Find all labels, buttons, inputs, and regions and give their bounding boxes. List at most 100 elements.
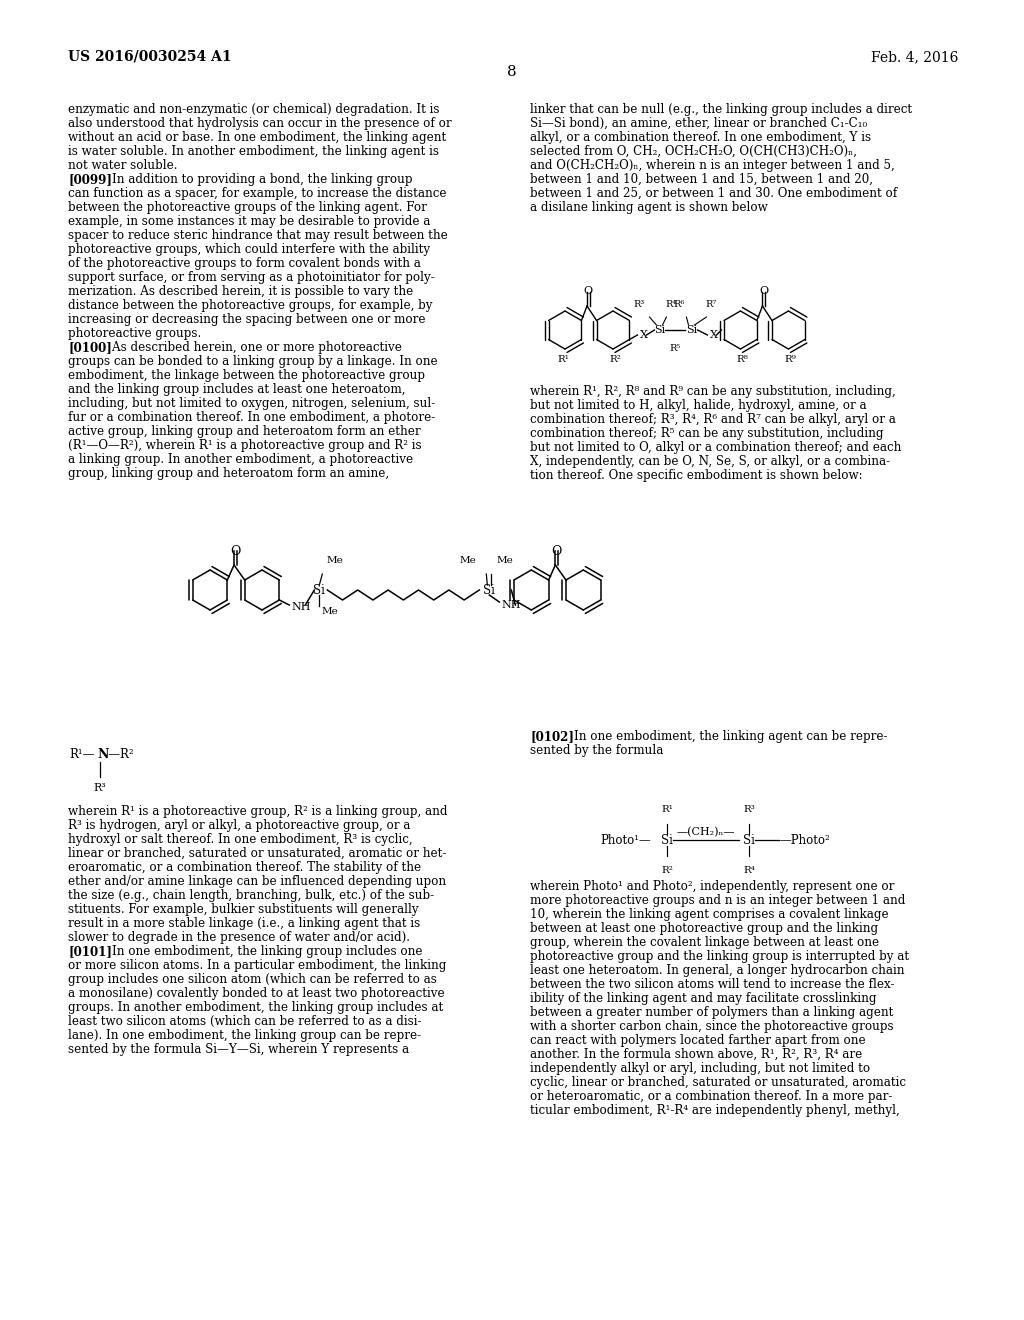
Text: linear or branched, saturated or unsaturated, aromatic or het-: linear or branched, saturated or unsatur… xyxy=(68,847,446,861)
Text: including, but not limited to oxygen, nitrogen, selenium, sul-: including, but not limited to oxygen, ni… xyxy=(68,397,435,411)
Text: ibility of the linking agent and may facilitate crosslinking: ibility of the linking agent and may fac… xyxy=(530,993,877,1005)
Text: active group, linking group and heteroatom form an ether: active group, linking group and heteroat… xyxy=(68,425,421,438)
Text: R⁴: R⁴ xyxy=(743,866,755,875)
Text: least one heteroatom. In general, a longer hydrocarbon chain: least one heteroatom. In general, a long… xyxy=(530,964,904,977)
Text: tion thereof. One specific embodiment is shown below:: tion thereof. One specific embodiment is… xyxy=(530,469,862,482)
Text: R¹—: R¹— xyxy=(70,748,95,762)
Text: O: O xyxy=(759,286,768,296)
Text: —R²: —R² xyxy=(97,748,133,762)
Text: R³: R³ xyxy=(634,300,645,309)
Text: and the linking group includes at least one heteroatom,: and the linking group includes at least … xyxy=(68,383,406,396)
Text: Si: Si xyxy=(654,325,665,335)
Text: R¹: R¹ xyxy=(557,355,569,364)
Text: example, in some instances it may be desirable to provide a: example, in some instances it may be des… xyxy=(68,215,430,228)
Text: O: O xyxy=(551,545,561,558)
Text: R³: R³ xyxy=(743,805,755,814)
Text: R⁷: R⁷ xyxy=(706,300,717,309)
Text: a linking group. In another embodiment, a photoreactive: a linking group. In another embodiment, … xyxy=(68,453,413,466)
Text: groups can be bonded to a linking group by a linkage. In one: groups can be bonded to a linking group … xyxy=(68,355,437,368)
Text: In one embodiment, the linking group includes one: In one embodiment, the linking group inc… xyxy=(97,945,423,958)
Text: R⁸: R⁸ xyxy=(736,355,749,364)
Text: can react with polymers located farther apart from one: can react with polymers located farther … xyxy=(530,1034,865,1047)
Text: is water soluble. In another embodiment, the linking agent is: is water soluble. In another embodiment,… xyxy=(68,145,439,158)
Text: enzymatic and non-enzymatic (or chemical) degradation. It is: enzymatic and non-enzymatic (or chemical… xyxy=(68,103,439,116)
Text: photoreactive groups.: photoreactive groups. xyxy=(68,327,202,341)
Text: N: N xyxy=(97,748,109,762)
Text: X, independently, can be O, N, Se, S, or alkyl, or a combina-: X, independently, can be O, N, Se, S, or… xyxy=(530,455,890,469)
Text: group, wherein the covalent linkage between at least one: group, wherein the covalent linkage betw… xyxy=(530,936,880,949)
Text: support surface, or from serving as a photoinitiator for poly-: support surface, or from serving as a ph… xyxy=(68,271,435,284)
Text: (R¹—O—R²), wherein R¹ is a photoreactive group and R² is: (R¹—O—R²), wherein R¹ is a photoreactive… xyxy=(68,440,422,451)
Text: slower to degrade in the presence of water and/or acid).: slower to degrade in the presence of wat… xyxy=(68,931,410,944)
Text: linker that can be null (e.g., the linking group includes a direct: linker that can be null (e.g., the linki… xyxy=(530,103,912,116)
Text: Si: Si xyxy=(313,583,326,597)
Text: lane). In one embodiment, the linking group can be repre-: lane). In one embodiment, the linking gr… xyxy=(68,1030,421,1041)
Text: R³: R³ xyxy=(93,783,106,793)
Text: but not limited to H, alkyl, halide, hydroxyl, amine, or a: but not limited to H, alkyl, halide, hyd… xyxy=(530,399,866,412)
Text: hydroxyl or salt thereof. In one embodiment, R³ is cyclic,: hydroxyl or salt thereof. In one embodim… xyxy=(68,833,413,846)
Text: least two silicon atoms (which can be referred to as a disi-: least two silicon atoms (which can be re… xyxy=(68,1015,422,1028)
Text: US 2016/0030254 A1: US 2016/0030254 A1 xyxy=(68,50,231,63)
Text: R⁴: R⁴ xyxy=(666,300,677,309)
Text: spacer to reduce steric hindrance that may result between the: spacer to reduce steric hindrance that m… xyxy=(68,228,447,242)
Text: can function as a spacer, for example, to increase the distance: can function as a spacer, for example, t… xyxy=(68,187,446,201)
Text: a disilane linking agent is shown below: a disilane linking agent is shown below xyxy=(530,201,768,214)
Text: —Photo²: —Photo² xyxy=(779,833,829,846)
Text: In one embodiment, the linking agent can be repre-: In one embodiment, the linking agent can… xyxy=(559,730,888,743)
Text: [0102]: [0102] xyxy=(530,730,574,743)
Text: between the photoreactive groups of the linking agent. For: between the photoreactive groups of the … xyxy=(68,201,427,214)
Text: groups. In another embodiment, the linking group includes at: groups. In another embodiment, the linki… xyxy=(68,1001,443,1014)
Text: R⁶: R⁶ xyxy=(674,300,685,309)
Text: sented by the formula: sented by the formula xyxy=(530,744,664,756)
Text: X: X xyxy=(639,330,647,341)
Text: between 1 and 25, or between 1 and 30. One embodiment of: between 1 and 25, or between 1 and 30. O… xyxy=(530,187,897,201)
Text: ether and/or amine linkage can be influenced depending upon: ether and/or amine linkage can be influe… xyxy=(68,875,446,888)
Text: or more silicon atoms. In a particular embodiment, the linking: or more silicon atoms. In a particular e… xyxy=(68,960,446,972)
Text: a monosilane) covalently bonded to at least two photoreactive: a monosilane) covalently bonded to at le… xyxy=(68,987,444,1001)
Text: wherein R¹, R², R⁸ and R⁹ can be any substitution, including,: wherein R¹, R², R⁸ and R⁹ can be any sub… xyxy=(530,385,896,399)
Text: R¹: R¹ xyxy=(662,805,673,814)
Text: O: O xyxy=(584,286,593,296)
Text: Si: Si xyxy=(662,833,673,846)
Text: independently alkyl or aryl, including, but not limited to: independently alkyl or aryl, including, … xyxy=(530,1063,870,1074)
Text: more photoreactive groups and n is an integer between 1 and: more photoreactive groups and n is an in… xyxy=(530,894,905,907)
Text: between a greater number of polymers than a linking agent: between a greater number of polymers tha… xyxy=(530,1006,893,1019)
Text: [0100]: [0100] xyxy=(68,341,112,354)
Text: another. In the formula shown above, R¹, R², R³, R⁴ are: another. In the formula shown above, R¹,… xyxy=(530,1048,862,1061)
Text: —(CH₂)ₙ—: —(CH₂)ₙ— xyxy=(677,826,735,837)
Text: fur or a combination thereof. In one embodiment, a photore-: fur or a combination thereof. In one emb… xyxy=(68,411,435,424)
Text: and O(CH₂CH₂O)ₙ, wherein n is an integer between 1 and 5,: and O(CH₂CH₂O)ₙ, wherein n is an integer… xyxy=(530,158,895,172)
Text: but not limited to O, alkyl or a combination thereof; and each: but not limited to O, alkyl or a combina… xyxy=(530,441,901,454)
Text: Me: Me xyxy=(322,607,338,616)
Text: In addition to providing a bond, the linking group: In addition to providing a bond, the lin… xyxy=(97,173,413,186)
Text: ticular embodiment, R¹-R⁴ are independently phenyl, methyl,: ticular embodiment, R¹-R⁴ are independen… xyxy=(530,1104,900,1117)
Text: Si: Si xyxy=(686,325,697,335)
Text: R⁵: R⁵ xyxy=(670,345,681,352)
Text: Me: Me xyxy=(497,556,513,565)
Text: between the two silicon atoms will tend to increase the flex-: between the two silicon atoms will tend … xyxy=(530,978,895,991)
Text: Me: Me xyxy=(460,556,476,565)
Text: Me: Me xyxy=(327,556,343,565)
Text: wherein R¹ is a photoreactive group, R² is a linking group, and: wherein R¹ is a photoreactive group, R² … xyxy=(68,805,447,818)
Text: with a shorter carbon chain, since the photoreactive groups: with a shorter carbon chain, since the p… xyxy=(530,1020,894,1034)
Text: Feb. 4, 2016: Feb. 4, 2016 xyxy=(870,50,958,63)
Text: distance between the photoreactive groups, for example, by: distance between the photoreactive group… xyxy=(68,300,432,312)
Text: R⁹: R⁹ xyxy=(784,355,797,364)
Text: Photo¹—: Photo¹— xyxy=(600,833,650,846)
Text: 8: 8 xyxy=(507,65,517,79)
Text: Si: Si xyxy=(743,833,755,846)
Text: O: O xyxy=(229,545,241,558)
Text: the size (e.g., chain length, branching, bulk, etc.) of the sub-: the size (e.g., chain length, branching,… xyxy=(68,888,434,902)
Text: also understood that hydrolysis can occur in the presence of or: also understood that hydrolysis can occu… xyxy=(68,117,452,129)
Text: or heteroaromatic, or a combination thereof. In a more par-: or heteroaromatic, or a combination ther… xyxy=(530,1090,892,1104)
Text: not water soluble.: not water soluble. xyxy=(68,158,177,172)
Text: combination thereof; R³, R⁴, R⁶ and R⁷ can be alkyl, aryl or a: combination thereof; R³, R⁴, R⁶ and R⁷ c… xyxy=(530,413,896,426)
Text: R²: R² xyxy=(662,866,673,875)
Text: [0099]: [0099] xyxy=(68,173,112,186)
Text: R³ is hydrogen, aryl or alkyl, a photoreactive group, or a: R³ is hydrogen, aryl or alkyl, a photore… xyxy=(68,818,411,832)
Text: X: X xyxy=(710,330,718,341)
Text: group, linking group and heteroatom form an amine,: group, linking group and heteroatom form… xyxy=(68,467,389,480)
Text: Si—Si bond), an amine, ether, linear or branched C₁-C₁₀: Si—Si bond), an amine, ether, linear or … xyxy=(530,117,867,129)
Text: photoreactive group and the linking group is interrupted by at: photoreactive group and the linking grou… xyxy=(530,950,909,964)
Text: alkyl, or a combination thereof. In one embodiment, Y is: alkyl, or a combination thereof. In one … xyxy=(530,131,871,144)
